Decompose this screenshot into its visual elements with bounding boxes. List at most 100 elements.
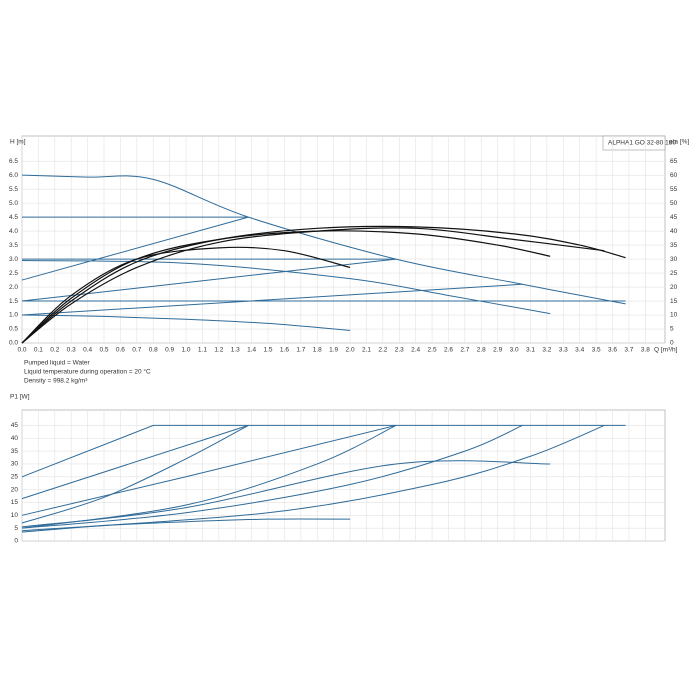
x-tick-label: 3.4: [575, 347, 584, 354]
x-tick-label: 2.2: [378, 347, 387, 354]
y-tick-label: 5: [14, 525, 18, 532]
x-tick-label: 2.7: [460, 347, 469, 354]
x-tick-label: 0.9: [165, 347, 174, 354]
curve: [21, 230, 551, 344]
x-tick-label: 3.1: [526, 347, 535, 354]
y2-tick-label: 25: [670, 270, 678, 277]
y2-tick-label: 40: [670, 228, 678, 235]
curve: [21, 424, 249, 500]
x-tick-label: 2.9: [493, 347, 502, 354]
y-tick-label: 35: [11, 448, 19, 455]
y-tick-label: 0.5: [9, 326, 18, 333]
curve: [21, 174, 626, 305]
x-tick-label: 0.7: [132, 347, 141, 354]
curve: [21, 424, 626, 478]
x-tick-label: 1.2: [214, 347, 223, 354]
y2-tick-label: 0: [670, 340, 674, 347]
x-tick-label: 3.3: [559, 347, 568, 354]
x-tick-label: 1.6: [280, 347, 289, 354]
curve: [21, 424, 397, 516]
y-tick-label: 2.5: [9, 270, 18, 277]
x-tick-label: 1.1: [198, 347, 207, 354]
curve: [21, 424, 605, 532]
y2-tick-label: 5: [670, 326, 674, 333]
note: Pumped liquid = Water: [24, 360, 91, 367]
y2-tick-label: 15: [670, 298, 678, 305]
y2-tick-label: 30: [670, 256, 678, 263]
y-axis-label: P1 [W]: [10, 394, 30, 401]
y-tick-label: 3.5: [9, 242, 18, 249]
y-tick-label: 6.0: [9, 172, 18, 179]
plot-frame: [21, 409, 666, 542]
y2-tick-label: 20: [670, 284, 678, 291]
y-tick-label: 5.0: [9, 200, 18, 207]
y-tick-label: 0.0: [9, 340, 18, 347]
y-tick-label: 20: [11, 486, 19, 493]
curve: [21, 460, 551, 528]
curve: [21, 246, 351, 344]
x-tick-label: 0.1: [34, 347, 43, 354]
x-tick-label: 3.2: [542, 347, 551, 354]
x-tick-label: 0.3: [67, 347, 76, 354]
y-tick-label: 1.0: [9, 312, 18, 319]
curve: [21, 424, 523, 529]
x-axis-label: Q [m³/h]: [654, 347, 678, 354]
x-tick-label: 0.0: [17, 347, 26, 354]
y2-tick-label: 50: [670, 200, 678, 207]
x-tick-label: 1.5: [264, 347, 273, 354]
x-tick-label: 2.6: [444, 347, 453, 354]
curve: [21, 518, 351, 533]
y-tick-label: 1.5: [9, 298, 18, 305]
curve: [21, 424, 249, 524]
chart-title: ALPHA1 GO 32-80 180: [608, 140, 676, 147]
x-tick-label: 1.3: [231, 347, 240, 354]
curve: [21, 258, 397, 302]
x-tick-label: 1.0: [182, 347, 191, 354]
y-tick-label: 25: [11, 474, 19, 481]
y2-tick-label: 35: [670, 242, 678, 249]
y2-tick-label: 60: [670, 172, 678, 179]
x-tick-label: 3.7: [624, 347, 633, 354]
plot-frame: [21, 135, 666, 344]
x-tick-label: 1.8: [313, 347, 322, 354]
note: Density = 998.2 kg/m³: [24, 378, 88, 385]
y-tick-label: 30: [11, 461, 19, 468]
x-tick-label: 1.4: [247, 347, 256, 354]
y-tick-label: 2.0: [9, 284, 18, 291]
y2-axis-label: eta [%]: [669, 139, 689, 146]
y-tick-label: 3.0: [9, 256, 18, 263]
title-box: [602, 135, 666, 151]
y-tick-label: 40: [11, 435, 19, 442]
curve: [21, 225, 626, 344]
x-tick-label: 2.4: [411, 347, 420, 354]
y-tick-label: 4.0: [9, 228, 18, 235]
y-tick-label: 4.5: [9, 214, 18, 221]
y2-tick-label: 65: [670, 158, 678, 165]
x-tick-label: 0.2: [50, 347, 59, 354]
y-tick-label: 0: [14, 538, 18, 545]
y2-tick-label: 45: [670, 214, 678, 221]
x-tick-label: 0.8: [149, 347, 158, 354]
curve: [21, 259, 551, 315]
curve: [21, 314, 351, 331]
x-tick-label: 2.0: [346, 347, 355, 354]
curve: [21, 227, 605, 344]
y-tick-label: 6.5: [9, 158, 18, 165]
x-tick-label: 0.4: [83, 347, 92, 354]
y-tick-label: 5.5: [9, 186, 18, 193]
note: Liquid temperature during operation = 20…: [24, 368, 151, 376]
curve: [21, 216, 249, 281]
x-tick-label: 1.7: [296, 347, 305, 354]
y-axis-label: H [m]: [10, 139, 26, 146]
x-tick-label: 0.6: [116, 347, 125, 354]
x-tick-label: 2.3: [395, 347, 404, 354]
y-tick-label: 10: [11, 512, 19, 519]
x-tick-label: 3.0: [510, 347, 519, 354]
x-tick-label: 2.8: [477, 347, 486, 354]
y2-tick-label: 55: [670, 186, 678, 193]
x-tick-label: 3.5: [592, 347, 601, 354]
y-tick-label: 45: [11, 422, 19, 429]
x-tick-label: 0.5: [99, 347, 108, 354]
x-tick-label: 1.9: [329, 347, 338, 354]
